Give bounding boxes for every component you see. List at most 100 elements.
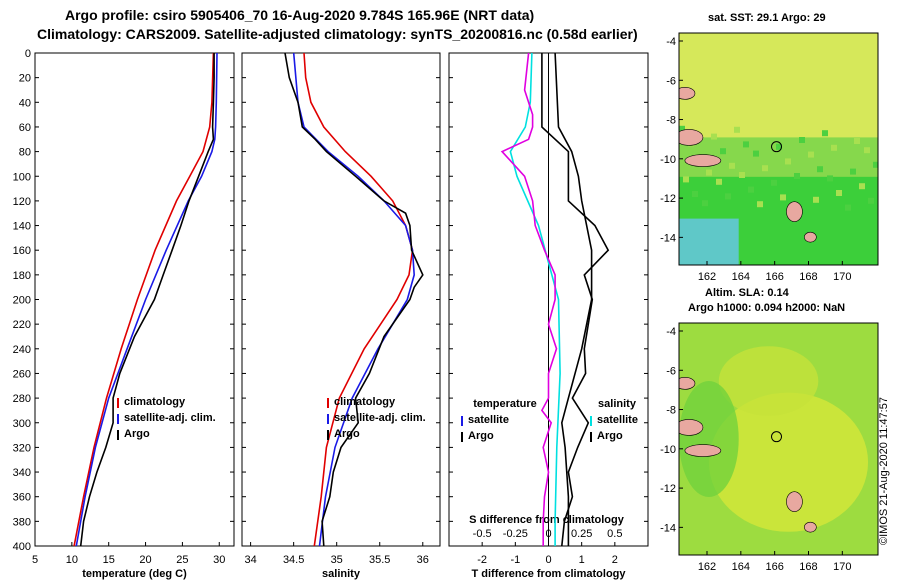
sst-pixel [822,130,828,137]
island [684,444,722,457]
sst-pixel [864,147,870,154]
series-line-climatology [73,52,215,547]
lat-tick-label: -8 [666,115,676,127]
s-tick-label: -0.25 [503,528,528,540]
y-tick-label: 220 [13,319,31,331]
lat-tick-label: -12 [660,193,676,205]
sst-pixel [771,179,777,186]
lon-tick-label: 162 [698,271,716,283]
y-tick-label: 160 [13,245,31,257]
y-tick-label: 60 [19,122,31,134]
y-tick-label: 400 [13,541,31,553]
y-tick-label: 20 [19,73,31,85]
s-tick-label: 0.25 [571,528,592,540]
sst-pixel [808,151,814,158]
lon-tick-label: 166 [765,561,783,573]
lon-tick-label: 164 [732,561,750,573]
lon-tick-label: 168 [799,561,817,573]
sst-pixel [753,150,759,157]
sst-pixel [702,200,708,207]
legend-label: satellite-adj. clim. [124,412,216,424]
sla-map-frame [678,322,879,556]
y-tick-label: 360 [13,492,31,504]
island [679,129,704,146]
lon-tick-label: 170 [833,561,851,573]
x-tick-label: 25 [176,554,188,566]
y-tick-label: 300 [13,418,31,430]
x-tick-label: 5 [32,554,38,566]
lat-tick-label: -4 [666,326,676,338]
y-tick-label: 200 [13,295,31,307]
sst-map [678,32,879,266]
y-tick-label: 120 [13,196,31,208]
x-tick-label: -2 [477,554,487,566]
sla-high [708,392,869,532]
legend-label: satellite-adj. clim. [334,412,426,424]
figure-title-line2: Climatology: CARS2009. Satellite-adjuste… [37,26,638,42]
island [684,154,722,167]
argo-location-marker [771,431,783,443]
y-tick-label: 0 [25,48,31,60]
series-line-argo [79,53,215,547]
x-tick-label: 34.5 [283,554,304,566]
sst-pixel [785,158,791,165]
x-tick-label: 10 [66,554,78,566]
sst-pixel [780,194,786,201]
series-line-satellite-adj-clim- [75,52,218,547]
lon-tick-label: 170 [833,271,851,283]
lat-tick-label: -10 [660,444,676,456]
sst-pixel [859,183,865,190]
x-tick-label: 20 [139,554,151,566]
lat-tick-label: -12 [660,483,676,495]
lat-tick-label: -8 [666,405,676,417]
sst-pixel [873,161,878,168]
sla-map-subtitle: Argo h1000: 0.094 h2000: NaN [688,302,846,314]
sst-pixel [706,169,712,176]
s-tick-label: 0.5 [607,528,622,540]
sst-pixel [854,138,860,144]
x-tick-label: 35 [331,554,343,566]
x-tick-label: 34 [244,554,256,566]
island [804,231,817,243]
x-tick-label: 15 [103,554,115,566]
lat-tick-label: -10 [660,154,676,166]
sst-pixel [813,196,819,203]
lon-tick-label: 168 [799,271,817,283]
sst-pixel [827,175,833,182]
legend-label: Argo [597,430,623,442]
series-line-salinity-satellite [500,52,558,546]
lat-tick-label: -6 [666,75,676,87]
legend-title-salinity: salinity [598,398,637,410]
sla-map-title: Altim. SLA: 0.14 [705,287,789,299]
lon-tick-label: 162 [698,561,716,573]
x-axis-label: T difference from climatology [471,568,626,580]
sst-pixel [679,125,685,132]
island [679,377,696,390]
sst-pixel [711,133,717,140]
legend-label: satellite [468,414,509,426]
island [804,521,817,533]
legend-label: climatology [124,396,186,408]
lon-tick-label: 164 [732,271,750,283]
sst-pixel [836,190,842,196]
sst-pixel [729,162,735,169]
copyright-label: ©IMOS 21-Aug-2020 11:47:57 [878,397,890,545]
y-tick-label: 320 [13,442,31,454]
x-tick-label: 0 [545,554,551,566]
lat-tick-label: -4 [666,36,676,48]
x-tick-label: -1 [510,554,520,566]
sst-pixel [845,204,851,211]
series-line-salinity-argo [541,53,610,547]
legend-label: Argo [468,430,494,442]
y-tick-label: 260 [13,368,31,380]
island [679,87,696,100]
argo-location-marker [771,141,783,153]
sla-map-field [679,323,878,555]
lat-tick-label: -14 [660,232,676,244]
sst-pixel [720,148,726,155]
lat-tick-label: -6 [666,365,676,377]
y-tick-label: 180 [13,270,31,282]
legend-title-temperature: temperature [473,398,537,410]
sla-low [679,381,739,497]
